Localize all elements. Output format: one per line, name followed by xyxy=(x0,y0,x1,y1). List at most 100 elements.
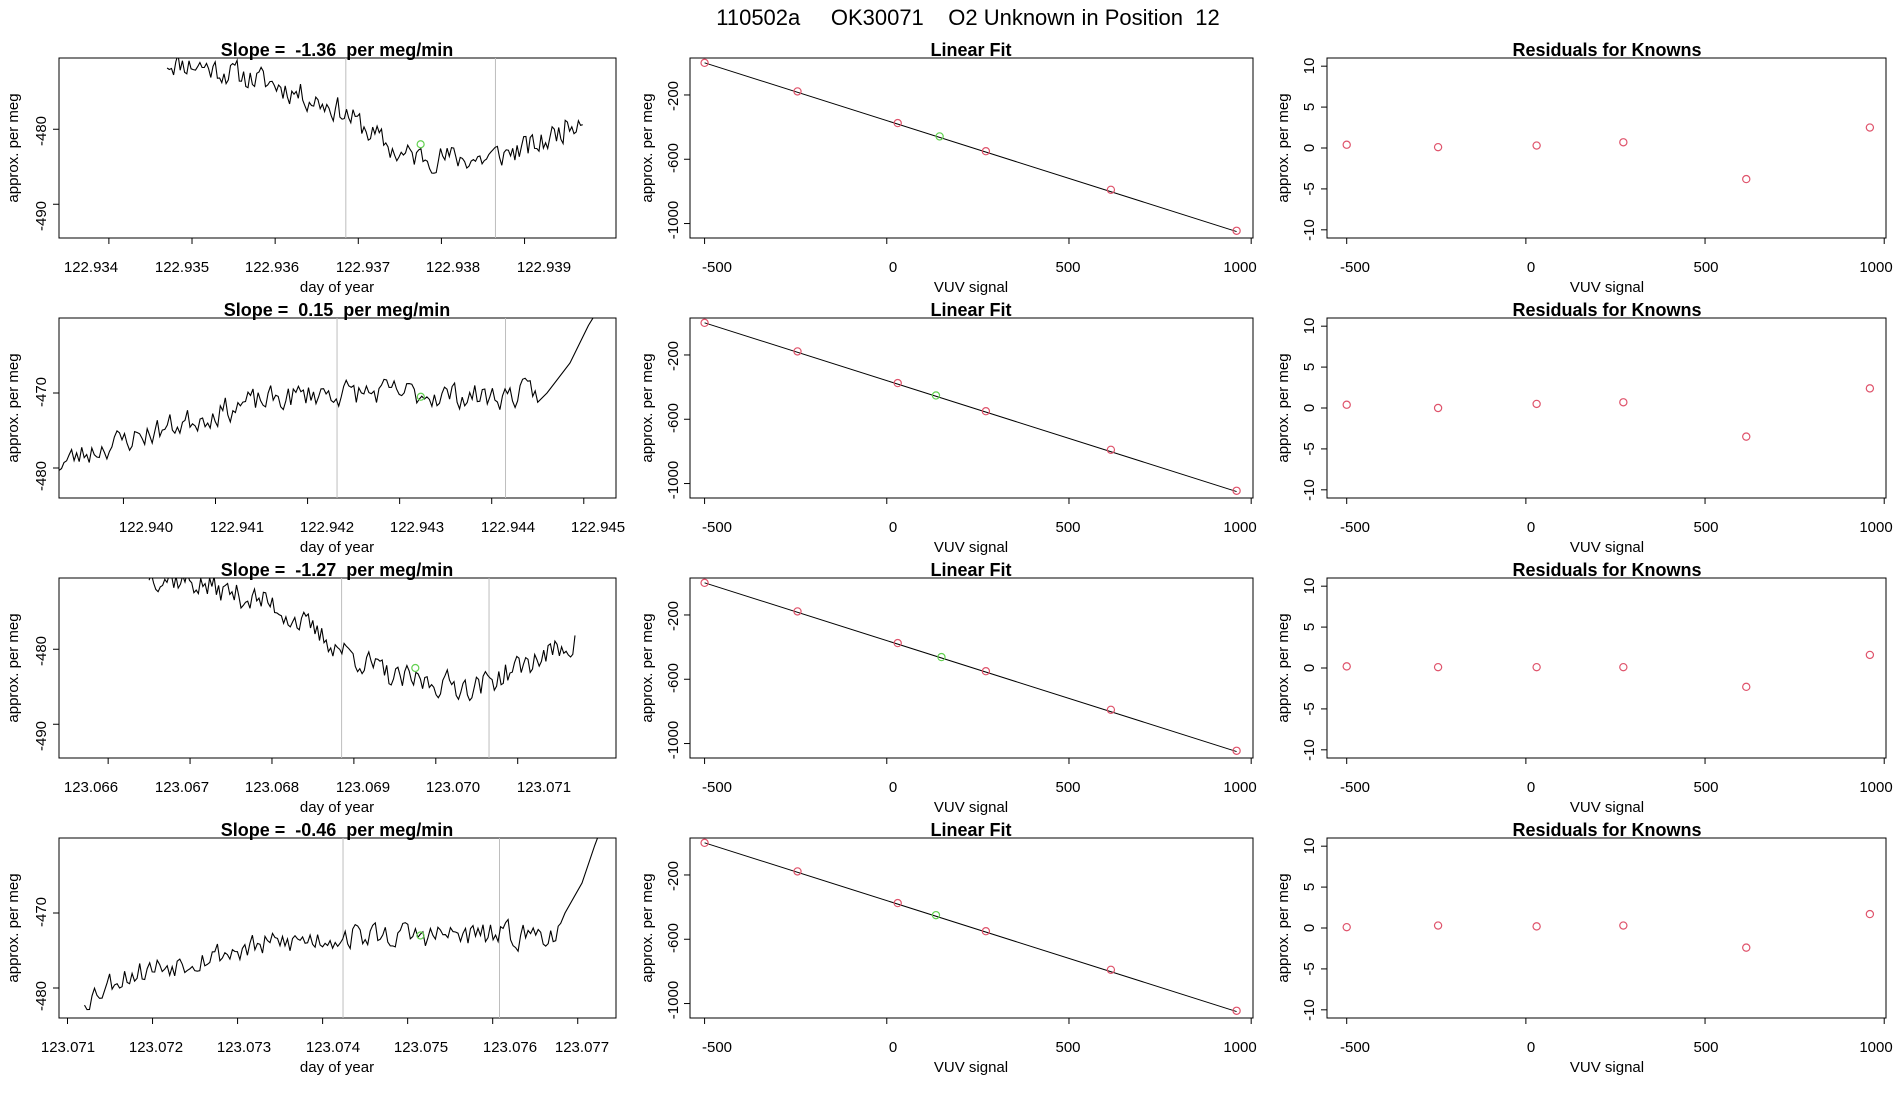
resid-xlabel-3: VUV signal xyxy=(1570,799,1644,816)
fit-unknown-point-1 xyxy=(935,132,944,141)
trace-xtick-4-7: 123.077 xyxy=(555,1039,609,1056)
trace-ylabel-4: approx. per meg xyxy=(5,873,22,982)
fit-xtick-3-4: 1000 xyxy=(1223,779,1256,796)
resid-ytick-3-3: 0 xyxy=(1301,664,1318,672)
fit-xtick-2-2: 0 xyxy=(889,519,897,536)
resid-frame-4 xyxy=(1326,837,1887,1019)
resid-ytick-2-2: 5 xyxy=(1301,363,1318,371)
resid-frame-3 xyxy=(1326,577,1887,759)
resid-point-2-6 xyxy=(1865,384,1875,393)
fit-ytick-2-1: -200 xyxy=(665,341,682,371)
resid-point-2-2 xyxy=(1433,403,1443,413)
trace-xlabel-4: day of year xyxy=(300,1059,374,1076)
fit-panel-4: Linear Fit VUV signal approx. per meg -5… xyxy=(639,820,1257,1076)
fit-frame-2 xyxy=(689,317,1254,499)
resid-point-4-1 xyxy=(1342,922,1351,932)
fit-known-point-2-2 xyxy=(793,347,802,356)
resid-point-1-6 xyxy=(1865,123,1875,132)
trace-xtick-2-6: 122.945 xyxy=(571,519,625,536)
fit-ytick-3-2: -600 xyxy=(665,663,682,693)
fit-unknown-point-4 xyxy=(931,910,941,920)
fit-xtick-3-1: -500 xyxy=(702,779,732,796)
fit-ylabel-4: approx. per meg xyxy=(639,873,656,982)
trace-frame-1 xyxy=(58,57,617,239)
resid-ytick-4-4: -5 xyxy=(1301,962,1318,975)
trace-xtick-3-1: 123.066 xyxy=(64,779,118,796)
trace-xtick-3-5: 123.070 xyxy=(426,779,480,796)
trace-unknown-point-2 xyxy=(416,392,425,401)
fit-xtick-4-4: 1000 xyxy=(1223,1039,1256,1056)
trace-xtick-1-2: 122.935 xyxy=(155,259,209,276)
trace-ylabel-1: approx. per meg xyxy=(5,93,22,202)
page-title: 110502a OK30071 O2 Unknown in Position 1… xyxy=(716,5,1219,30)
fit-ytick-1-3: -1000 xyxy=(665,201,682,239)
fit-panel-3: Linear Fit VUV signal approx. per meg -5… xyxy=(639,560,1257,816)
resid-title-2: Residuals for Knowns xyxy=(1512,300,1701,320)
resid-point-2-1 xyxy=(1342,400,1351,409)
resid-xtick-4-4: 1000 xyxy=(1859,1039,1892,1056)
resid-ytick-1-3: 0 xyxy=(1301,144,1318,152)
trace-unknown-point-1 xyxy=(416,140,425,149)
resid-title-4: Residuals for Knowns xyxy=(1512,820,1701,840)
resid-xtick-1-3: 500 xyxy=(1693,259,1718,276)
resid-xtick-2-2: 0 xyxy=(1527,519,1535,536)
trace-xtick-2-1: 122.940 xyxy=(119,519,173,536)
fit-unknown-point-2 xyxy=(931,391,941,400)
resid-xlabel-4: VUV signal xyxy=(1570,1059,1644,1076)
resid-point-1-2 xyxy=(1433,142,1443,152)
resid-xtick-3-1: -500 xyxy=(1340,779,1370,796)
row-1: Slope = -1.36 per meg/min day of year ap… xyxy=(5,40,1893,296)
resid-point-4-4 xyxy=(1619,921,1628,930)
fit-known-point-2-5 xyxy=(1106,445,1116,454)
resid-xtick-3-4: 1000 xyxy=(1859,779,1892,796)
resid-ylabel-1: approx. per meg xyxy=(1275,93,1292,202)
fit-ytick-1-2: -600 xyxy=(665,143,682,173)
trace-ytick-2-2: -480 xyxy=(33,461,50,491)
fit-known-point-4-4 xyxy=(981,927,991,936)
resid-xtick-1-1: -500 xyxy=(1340,259,1370,276)
trace-title-2: Slope = 0.15 per meg/min xyxy=(224,300,451,320)
trace-xtick-2-5: 122.944 xyxy=(481,519,535,536)
resid-point-3-5 xyxy=(1742,682,1751,692)
fit-ytick-1-1: -200 xyxy=(665,81,682,111)
resid-point-3-3 xyxy=(1532,662,1541,672)
fit-xtick-1-4: 1000 xyxy=(1223,259,1256,276)
row-3: Slope = -1.27 per meg/min day of year ap… xyxy=(5,560,1893,816)
trace-xlabel-2: day of year xyxy=(300,539,374,556)
fit-known-point-3-3 xyxy=(893,638,902,648)
fit-ytick-4-1: -200 xyxy=(665,861,682,891)
resid-xtick-2-1: -500 xyxy=(1340,519,1370,536)
resid-point-3-2 xyxy=(1433,662,1443,672)
fit-frame-1 xyxy=(689,57,1254,239)
resid-ytick-4-3: 0 xyxy=(1301,924,1318,932)
resid-point-4-2 xyxy=(1433,921,1443,930)
trace-xtick-4-4: 123.074 xyxy=(306,1039,360,1056)
trace-title-4: Slope = -0.46 per meg/min xyxy=(221,820,454,840)
fit-unknown-point-3 xyxy=(937,652,946,662)
fit-ytick-3-1: -200 xyxy=(665,601,682,631)
resid-panel-3: Residuals for Knowns VUV signal approx. … xyxy=(1275,560,1893,816)
fit-title-1: Linear Fit xyxy=(930,40,1011,60)
trace-xlabel-1: day of year xyxy=(300,279,374,296)
fit-frame-3 xyxy=(689,577,1254,759)
resid-title-3: Residuals for Knowns xyxy=(1512,560,1701,580)
trace-xtick-4-6: 123.076 xyxy=(483,1039,537,1056)
resid-xtick-1-4: 1000 xyxy=(1859,259,1892,276)
trace-ytick-3-1: -480 xyxy=(33,636,50,666)
fit-known-point-3-4 xyxy=(981,667,991,676)
resid-xtick-1-2: 0 xyxy=(1527,259,1535,276)
fit-xtick-2-1: -500 xyxy=(702,519,732,536)
resid-point-3-4 xyxy=(1619,662,1628,672)
fit-known-point-4-2 xyxy=(793,867,802,876)
trace-frame-3 xyxy=(58,577,617,759)
trace-ytick-2-1: -470 xyxy=(33,377,50,407)
resid-ytick-2-4: -5 xyxy=(1301,442,1318,455)
trace-xtick-2-4: 122.943 xyxy=(390,519,444,536)
resid-point-4-6 xyxy=(1865,909,1875,919)
fit-ylabel-3: approx. per meg xyxy=(639,613,656,722)
fit-known-point-1-4 xyxy=(981,147,991,156)
fit-regression-line-2 xyxy=(704,322,1237,493)
trace-ylabel-3: approx. per meg xyxy=(5,613,22,722)
resid-xtick-3-2: 0 xyxy=(1527,779,1535,796)
